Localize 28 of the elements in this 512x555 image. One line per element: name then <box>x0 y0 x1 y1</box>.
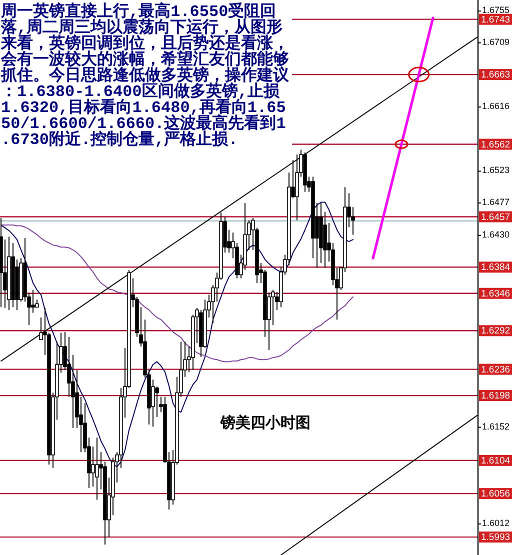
line-series <box>0 202 354 468</box>
y-tick-label: 1.6430 <box>482 229 510 240</box>
ref-label: 1.6562 <box>479 138 512 150</box>
candlestick <box>95 437 99 500</box>
y-tick-label: 1.6012 <box>482 518 510 528</box>
ref-label: 1.5993 <box>479 532 512 544</box>
line-series <box>0 224 354 362</box>
y-tick-label: 1.6709 <box>482 36 510 47</box>
ref-label: 1.6104 <box>479 454 512 466</box>
ref-label: 1.6198 <box>479 390 512 402</box>
text: 镑美四小时图 <box>219 413 310 432</box>
ref-label: 1.6663 <box>479 69 512 81</box>
y-tick-label: 1.6755 <box>482 5 510 16</box>
candlestick <box>31 289 35 314</box>
y-tick-label: 1.6616 <box>482 100 510 111</box>
ref-label: 1.6743 <box>479 14 512 26</box>
ref-label: 1.6346 <box>479 288 512 300</box>
y-tick-label: 1.6523 <box>482 165 510 176</box>
text: 周一英镑直接上行,最高1.6550受阻回落,周二周三均以震荡向下运行，从图形来看，英镑回调到位，且后势还是看涨，会有一波较大的涨幅，希望汇友们都能够抓住。今日思路逢低做多英镑，操作建议：1.6380-1.6400区间做多英镑,止损1.6320,目标看向1.6480,再看向1.6550/1.6600/1.6660.这波最高先看到1.6730附近.控制仓量,严格止损. <box>1 3 289 149</box>
candlestick <box>155 386 159 418</box>
ref-label: 1.6292 <box>479 325 512 337</box>
y-tick-label: 1.6477 <box>482 196 510 207</box>
ref-label: 1.6236 <box>479 364 512 376</box>
ref-label: 1.6457 <box>479 211 512 223</box>
ref-label: 1.6384 <box>479 262 512 274</box>
y-tick-label: 1.6152 <box>482 421 510 432</box>
candlestick <box>91 446 95 488</box>
ref-label: 1.6056 <box>479 488 512 500</box>
